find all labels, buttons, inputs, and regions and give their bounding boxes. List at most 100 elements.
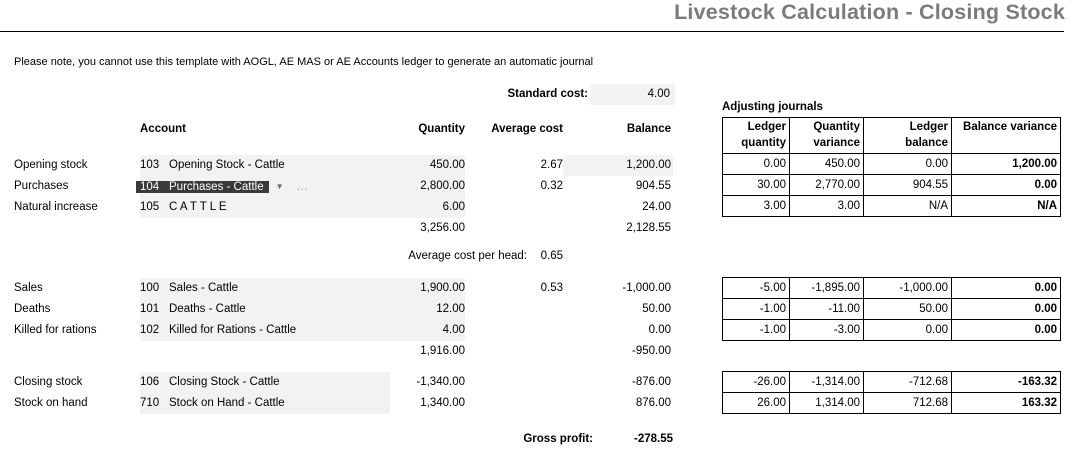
- balance-cell: -876.00: [631, 376, 671, 388]
- balance-column-header: Balance: [626, 123, 671, 135]
- account-name: Sales - Cattle: [169, 282, 239, 294]
- adjusting-journals-title: Adjusting journals: [722, 101, 823, 113]
- average-cost-cell: 2.67: [540, 159, 563, 171]
- account-name: Closing Stock - Cattle: [169, 376, 280, 388]
- balance-subtotal: 2,128.55: [626, 222, 671, 234]
- balance-cell: -1,000.00: [622, 282, 671, 294]
- aj-cell: -3.00: [789, 319, 864, 341]
- balance-cell: 24.00: [642, 201, 671, 213]
- aj-cell: -1,314.00: [789, 371, 864, 393]
- aj-cell: 0.00: [722, 153, 790, 175]
- account-cell[interactable]: 105 C A T T L E: [140, 197, 390, 218]
- aj-cell: -712.68: [863, 371, 952, 393]
- account-cell[interactable]: 710 Stock on Hand - Cattle: [140, 393, 390, 414]
- row-label: Purchases: [14, 180, 69, 192]
- average-cost-per-head-value: 0.65: [540, 250, 563, 262]
- aj-cell: -5.00: [722, 277, 790, 299]
- average-cost-cell: 0.53: [540, 282, 563, 294]
- standard-cost-input[interactable]: 4.00: [591, 84, 675, 105]
- aj-cell: 0.00: [951, 319, 1061, 341]
- aj-cell: 50.00: [863, 298, 952, 320]
- account-dropdown[interactable]: 104 Purchases - Cattle: [136, 181, 269, 193]
- average-cost-cell: 0.32: [540, 180, 563, 192]
- aj-cell: -163.32: [951, 371, 1061, 393]
- balance-cell: 0.00: [648, 324, 671, 336]
- quantity-cell: 450.00: [390, 155, 465, 176]
- average-cost-column-header: Average cost: [491, 123, 563, 135]
- account-cell[interactable]: 102 Killed for Rations - Cattle: [140, 320, 390, 341]
- quantity-cell: 6.00: [390, 197, 465, 218]
- balance-cell: 876.00: [635, 397, 671, 409]
- row-label: Natural increase: [14, 201, 98, 213]
- template-note: Please note, you cannot use this templat…: [14, 56, 594, 68]
- table-row: Natural increase 105 C A T T L E 6.00 24.…: [0, 197, 673, 218]
- aj-header-ledger-balance: Ledger balance: [863, 117, 952, 154]
- aj-cell: 163.32: [951, 392, 1061, 414]
- average-cost-cell: [465, 320, 563, 341]
- aj-row: -5.00 -1,895.00 -1,000.00 0.00: [722, 277, 1061, 299]
- standard-cost-label: Standard cost:: [507, 88, 588, 100]
- chevron-down-icon[interactable]: ▼: [275, 182, 284, 191]
- aj-row: 30.00 2,770.00 904.55 0.00: [722, 174, 1061, 196]
- aj-header-ledger-quantity: Ledger quantity: [722, 117, 790, 154]
- adjusting-journals-table-closing: -26.00 -1,314.00 -712.68 -163.32 26.00 1…: [722, 371, 1061, 414]
- aj-cell: 3.00: [722, 195, 790, 217]
- account-cell-selected[interactable]: 104 Purchases - Cattle ▼ …: [136, 176, 390, 197]
- aj-cell: -1.00: [722, 319, 790, 341]
- aj-cell: N/A: [951, 195, 1061, 217]
- average-cost-per-head-label: Average cost per head:: [408, 250, 527, 262]
- quantity-subtotal: 1,916.00: [420, 345, 465, 357]
- row-label: Sales: [14, 282, 43, 294]
- aj-cell: N/A: [863, 195, 952, 217]
- account-cell[interactable]: 100 Sales - Cattle: [140, 278, 390, 299]
- aj-cell: 3.00: [789, 195, 864, 217]
- quantity-subtotal: 3,256.00: [420, 222, 465, 234]
- account-name: Deaths - Cattle: [169, 303, 246, 315]
- aj-cell: -1,895.00: [789, 277, 864, 299]
- aj-cell: 0.00: [863, 153, 952, 175]
- table-row: Opening stock 103 Opening Stock - Cattle …: [0, 155, 673, 176]
- aj-cell: 30.00: [722, 174, 790, 196]
- quantity-cell: 1,340.00: [420, 397, 465, 409]
- aj-cell: 450.00: [789, 153, 864, 175]
- row-label: Deaths: [14, 303, 51, 315]
- aj-cell: -1.00: [722, 298, 790, 320]
- aj-cell: -1,000.00: [863, 277, 952, 299]
- aj-cell: 2,770.00: [789, 174, 864, 196]
- account-name: Stock on Hand - Cattle: [169, 397, 285, 409]
- aj-cell: 26.00: [722, 392, 790, 414]
- gross-profit-row: Gross profit: -278.55: [0, 429, 673, 450]
- table-row: Killed for rations 102 Killed for Rations…: [0, 320, 673, 341]
- account-number: 101: [140, 303, 160, 315]
- adjusting-journals-table-opening: Ledger quantity Quantity variance Ledger…: [722, 117, 1061, 217]
- subtotal-row: 3,256.00 2,128.55: [0, 218, 673, 239]
- table-row: Sales 100 Sales - Cattle 1,900.00 0.53 -1…: [0, 278, 673, 299]
- account-cell[interactable]: 106 Closing Stock - Cattle: [140, 372, 390, 393]
- row-label: Closing stock: [14, 376, 83, 388]
- account-cell[interactable]: 101 Deaths - Cattle: [140, 299, 390, 320]
- account-cell[interactable]: 103 Opening Stock - Cattle: [140, 155, 390, 176]
- average-cost-per-head-row: Average cost per head: 0.65: [0, 246, 563, 267]
- quantity-cell: 4.00: [390, 320, 465, 341]
- quantity-cell: -1,340.00: [416, 376, 465, 388]
- aj-cell: -26.00: [722, 371, 790, 393]
- quantity-cell: 12.00: [390, 299, 465, 320]
- ellipsis-button[interactable]: …: [296, 181, 309, 193]
- aj-cell: 904.55: [863, 174, 952, 196]
- table-row: Deaths 101 Deaths - Cattle 12.00 50.00: [0, 299, 673, 320]
- quantity-column-header: Quantity: [418, 123, 465, 135]
- column-header-row: Account Quantity Average cost Balance: [0, 119, 673, 140]
- account-number: 106: [140, 376, 160, 388]
- table-row: Purchases 104 Purchases - Cattle ▼ … 2,800.…: [0, 176, 673, 197]
- account-number: 710: [140, 397, 160, 409]
- aj-row: 0.00 450.00 0.00 1,200.00: [722, 153, 1061, 175]
- aj-header-balance-variance: Balance variance: [951, 117, 1061, 154]
- aj-cell: 1,200.00: [951, 153, 1061, 175]
- balance-cell[interactable]: 1,200.00: [563, 155, 673, 176]
- account-number: 100: [140, 282, 160, 294]
- aj-row: -1.00 -3.00 0.00 0.00: [722, 319, 1061, 341]
- aj-cell: 712.68: [863, 392, 952, 414]
- aj-header-row: Ledger quantity Quantity variance Ledger…: [722, 117, 1061, 154]
- adjusting-journals-table-sales: -5.00 -1,895.00 -1,000.00 0.00 -1.00 -11…: [722, 277, 1061, 341]
